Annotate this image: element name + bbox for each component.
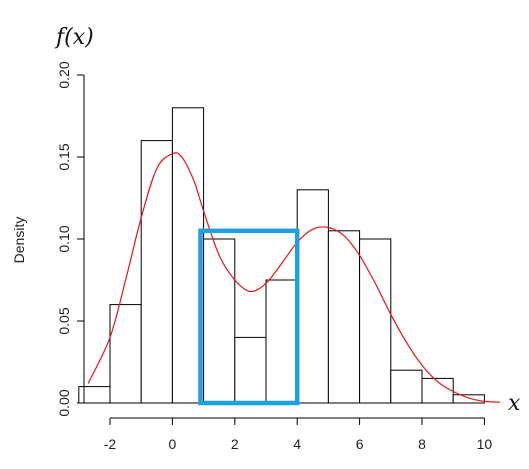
y-axis-label: Density [11, 217, 27, 264]
histogram-bar-0 [78, 386, 111, 404]
histogram-bar-5 [234, 336, 267, 404]
y-tick-label: 0.15 [56, 143, 72, 170]
x-tick-label: 0 [169, 436, 177, 452]
x-tick-label: 4 [293, 436, 301, 452]
histogram-bar-1 [109, 304, 142, 404]
y-axis-title-fx: f(x) [54, 25, 94, 50]
y-tick-label: 0.05 [56, 307, 72, 334]
histogram-bars [78, 107, 485, 404]
histogram-bar-12 [452, 394, 485, 404]
x-tick-label: 10 [477, 436, 493, 452]
highlight-interval-box [198, 228, 300, 406]
histogram-bar-10 [390, 369, 423, 404]
x-tick-label: 8 [418, 436, 426, 452]
x-tick-label: 2 [231, 436, 239, 452]
x-axis: -2 0 2 4 6 8 10 [104, 417, 493, 452]
density-curve-line [87, 152, 501, 403]
histogram-bar-7 [296, 189, 329, 404]
histogram-bar-8 [327, 230, 361, 404]
y-axis: 0.00 0.05 0.10 0.15 0.20 [56, 61, 85, 417]
histogram-bar-9 [359, 238, 392, 404]
x-tick-label: -2 [104, 436, 117, 452]
x-axis-title-x: x [508, 391, 521, 416]
y-tick-label: 0.20 [56, 61, 72, 88]
histogram-bar-4 [203, 238, 236, 404]
y-tick-label: 0.10 [56, 225, 72, 252]
histogram-bar-2 [140, 140, 173, 404]
y-tick-label: 0.00 [56, 389, 72, 416]
histogram-bar-6 [265, 279, 298, 404]
x-tick-label: 6 [356, 436, 364, 452]
